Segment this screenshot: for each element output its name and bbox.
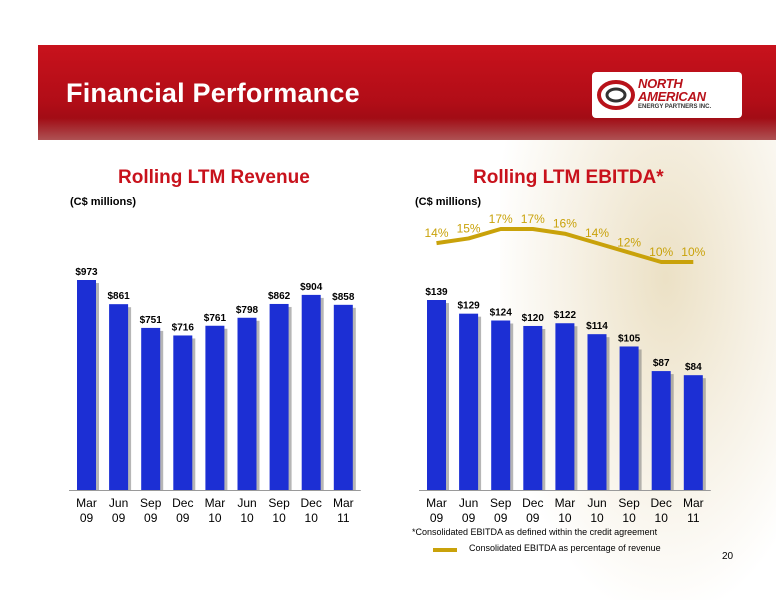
ebitda-bar-value-label: $84 — [685, 362, 702, 373]
revenue-x-tick-label: Mar — [205, 496, 226, 510]
ebitda-bar — [683, 375, 703, 490]
ebitda-x-tick-label: Sep — [618, 496, 640, 510]
ebitda-footnote: *Consolidated EBITDA as defined within t… — [412, 527, 658, 537]
ebitda-bar-value-label: $129 — [457, 301, 480, 312]
revenue-bar — [141, 327, 161, 490]
company-logo: NORTH AMERICAN ENERGY PARTNERS INC. — [592, 72, 742, 118]
ebitda-margin-label: 15% — [457, 221, 481, 235]
page-number: 20 — [722, 551, 734, 562]
ebitda-bar-value-label: $124 — [490, 308, 513, 319]
ebitda-bar-value-label: $105 — [618, 333, 641, 344]
ebitda-bar-value-label: $139 — [425, 287, 448, 298]
revenue-bar-value-label: $761 — [204, 313, 227, 324]
revenue-bar — [173, 335, 193, 490]
logo-text-line2: AMERICAN — [638, 89, 706, 104]
ebitda-margin-line — [436, 227, 694, 264]
revenue-x-tick-label: Mar — [333, 496, 354, 510]
ebitda-bar — [555, 323, 575, 490]
ebitda-margin-label: 10% — [649, 245, 673, 259]
ebitda-unit-label: (C$ millions) — [415, 196, 482, 208]
ebitda-margin-label: 17% — [489, 212, 513, 226]
ebitda-margin-label: 14% — [424, 226, 448, 240]
revenue-bar — [301, 294, 321, 490]
revenue-bar — [333, 304, 353, 490]
ebitda-x-tick-label: Dec — [522, 496, 543, 510]
ebitda-bar — [619, 346, 639, 490]
ebitda-x-tick-label: Dec — [651, 496, 672, 510]
revenue-bar — [237, 317, 257, 490]
legend-label: Consolidated EBITDA as percentage of rev… — [469, 543, 661, 553]
revenue-bar — [269, 303, 289, 490]
revenue-x-tick-label: Dec — [301, 496, 322, 510]
revenue-x-tick-label: 10 — [305, 511, 319, 525]
logo-text-line3: ENERGY PARTNERS INC. — [638, 104, 712, 110]
revenue-x-tick-label: 10 — [240, 511, 254, 525]
ebitda-x-tick-label: Mar — [555, 496, 576, 510]
revenue-x-tick-label: Sep — [140, 496, 162, 510]
revenue-x-tick-label: 10 — [208, 511, 222, 525]
logo-swoosh-icon — [597, 80, 635, 110]
ebitda-x-tick-label: Mar — [426, 496, 447, 510]
revenue-x-tick-label: 09 — [80, 511, 94, 525]
ebitda-x-tick-label: 10 — [622, 511, 636, 525]
ebitda-chart-title: Rolling LTM EBITDA* — [473, 167, 664, 188]
ebitda-x-tick-label: 09 — [462, 511, 476, 525]
revenue-x-tick-label: Sep — [268, 496, 290, 510]
revenue-bar-value-label: $861 — [107, 291, 130, 302]
revenue-bar-value-label: $904 — [300, 282, 323, 293]
revenue-bar-value-label: $798 — [236, 305, 259, 316]
ebitda-x-tick-label: 11 — [687, 511, 700, 525]
legend-swatch — [433, 548, 457, 552]
revenue-bar — [77, 280, 96, 490]
revenue-x-tick-label: Jun — [237, 496, 256, 510]
ebitda-x-tick-label: Mar — [683, 496, 704, 510]
ebitda-x-tick-label: 10 — [558, 511, 572, 525]
ebitda-margin-label: 14% — [585, 226, 609, 240]
ebitda-bar-value-label: $122 — [554, 310, 577, 321]
ebitda-bar-value-label: $87 — [653, 358, 670, 369]
revenue-x-tick-label: 09 — [144, 511, 158, 525]
ebitda-bar-value-label: $114 — [586, 321, 608, 332]
revenue-x-tick-label: Mar — [76, 496, 97, 510]
ebitda-bar — [427, 300, 446, 490]
ebitda-bar-value-label: $120 — [522, 313, 545, 324]
revenue-bar-value-label: $973 — [75, 267, 98, 278]
page-title: Financial Performance — [66, 78, 360, 108]
ebitda-x-tick-label: Sep — [490, 496, 512, 510]
ebitda-x-tick-label: 10 — [655, 511, 669, 525]
revenue-bar — [109, 304, 129, 490]
ebitda-x-tick-label: 10 — [590, 511, 604, 525]
revenue-bar-value-label: $751 — [140, 315, 163, 326]
revenue-bar-value-label: $862 — [268, 291, 291, 302]
ebitda-margin-label: 12% — [617, 236, 641, 250]
ebitda-x-tick-label: 09 — [430, 511, 444, 525]
ebitda-margin-label: 10% — [681, 245, 705, 259]
ebitda-bar — [491, 320, 511, 490]
revenue-chart-title: Rolling LTM Revenue — [118, 167, 310, 188]
ebitda-bar — [587, 334, 607, 490]
ebitda-margin-label: 17% — [521, 212, 545, 226]
revenue-x-tick-label: 09 — [176, 511, 190, 525]
revenue-x-tick-label: Jun — [109, 496, 128, 510]
revenue-bar-value-label: $858 — [332, 292, 355, 303]
revenue-x-tick-label: 11 — [337, 511, 350, 525]
ebitda-bar — [459, 313, 479, 490]
ebitda-x-tick-label: 09 — [526, 511, 540, 525]
logo-text-line1: NORTH — [638, 76, 683, 91]
ebitda-x-tick-label: Jun — [587, 496, 606, 510]
ebitda-x-tick-label: 09 — [494, 511, 508, 525]
revenue-unit-label: (C$ millions) — [70, 196, 137, 208]
ebitda-x-tick-label: Jun — [459, 496, 478, 510]
ebitda-bar — [651, 371, 671, 490]
revenue-x-tick-label: 09 — [112, 511, 126, 525]
ebitda-bar — [523, 325, 543, 490]
revenue-x-tick-label: 10 — [272, 511, 286, 525]
ebitda-margin-label: 16% — [553, 217, 577, 231]
revenue-bar-value-label: $716 — [172, 322, 195, 333]
revenue-x-tick-label: Dec — [172, 496, 193, 510]
revenue-bar — [205, 325, 225, 490]
